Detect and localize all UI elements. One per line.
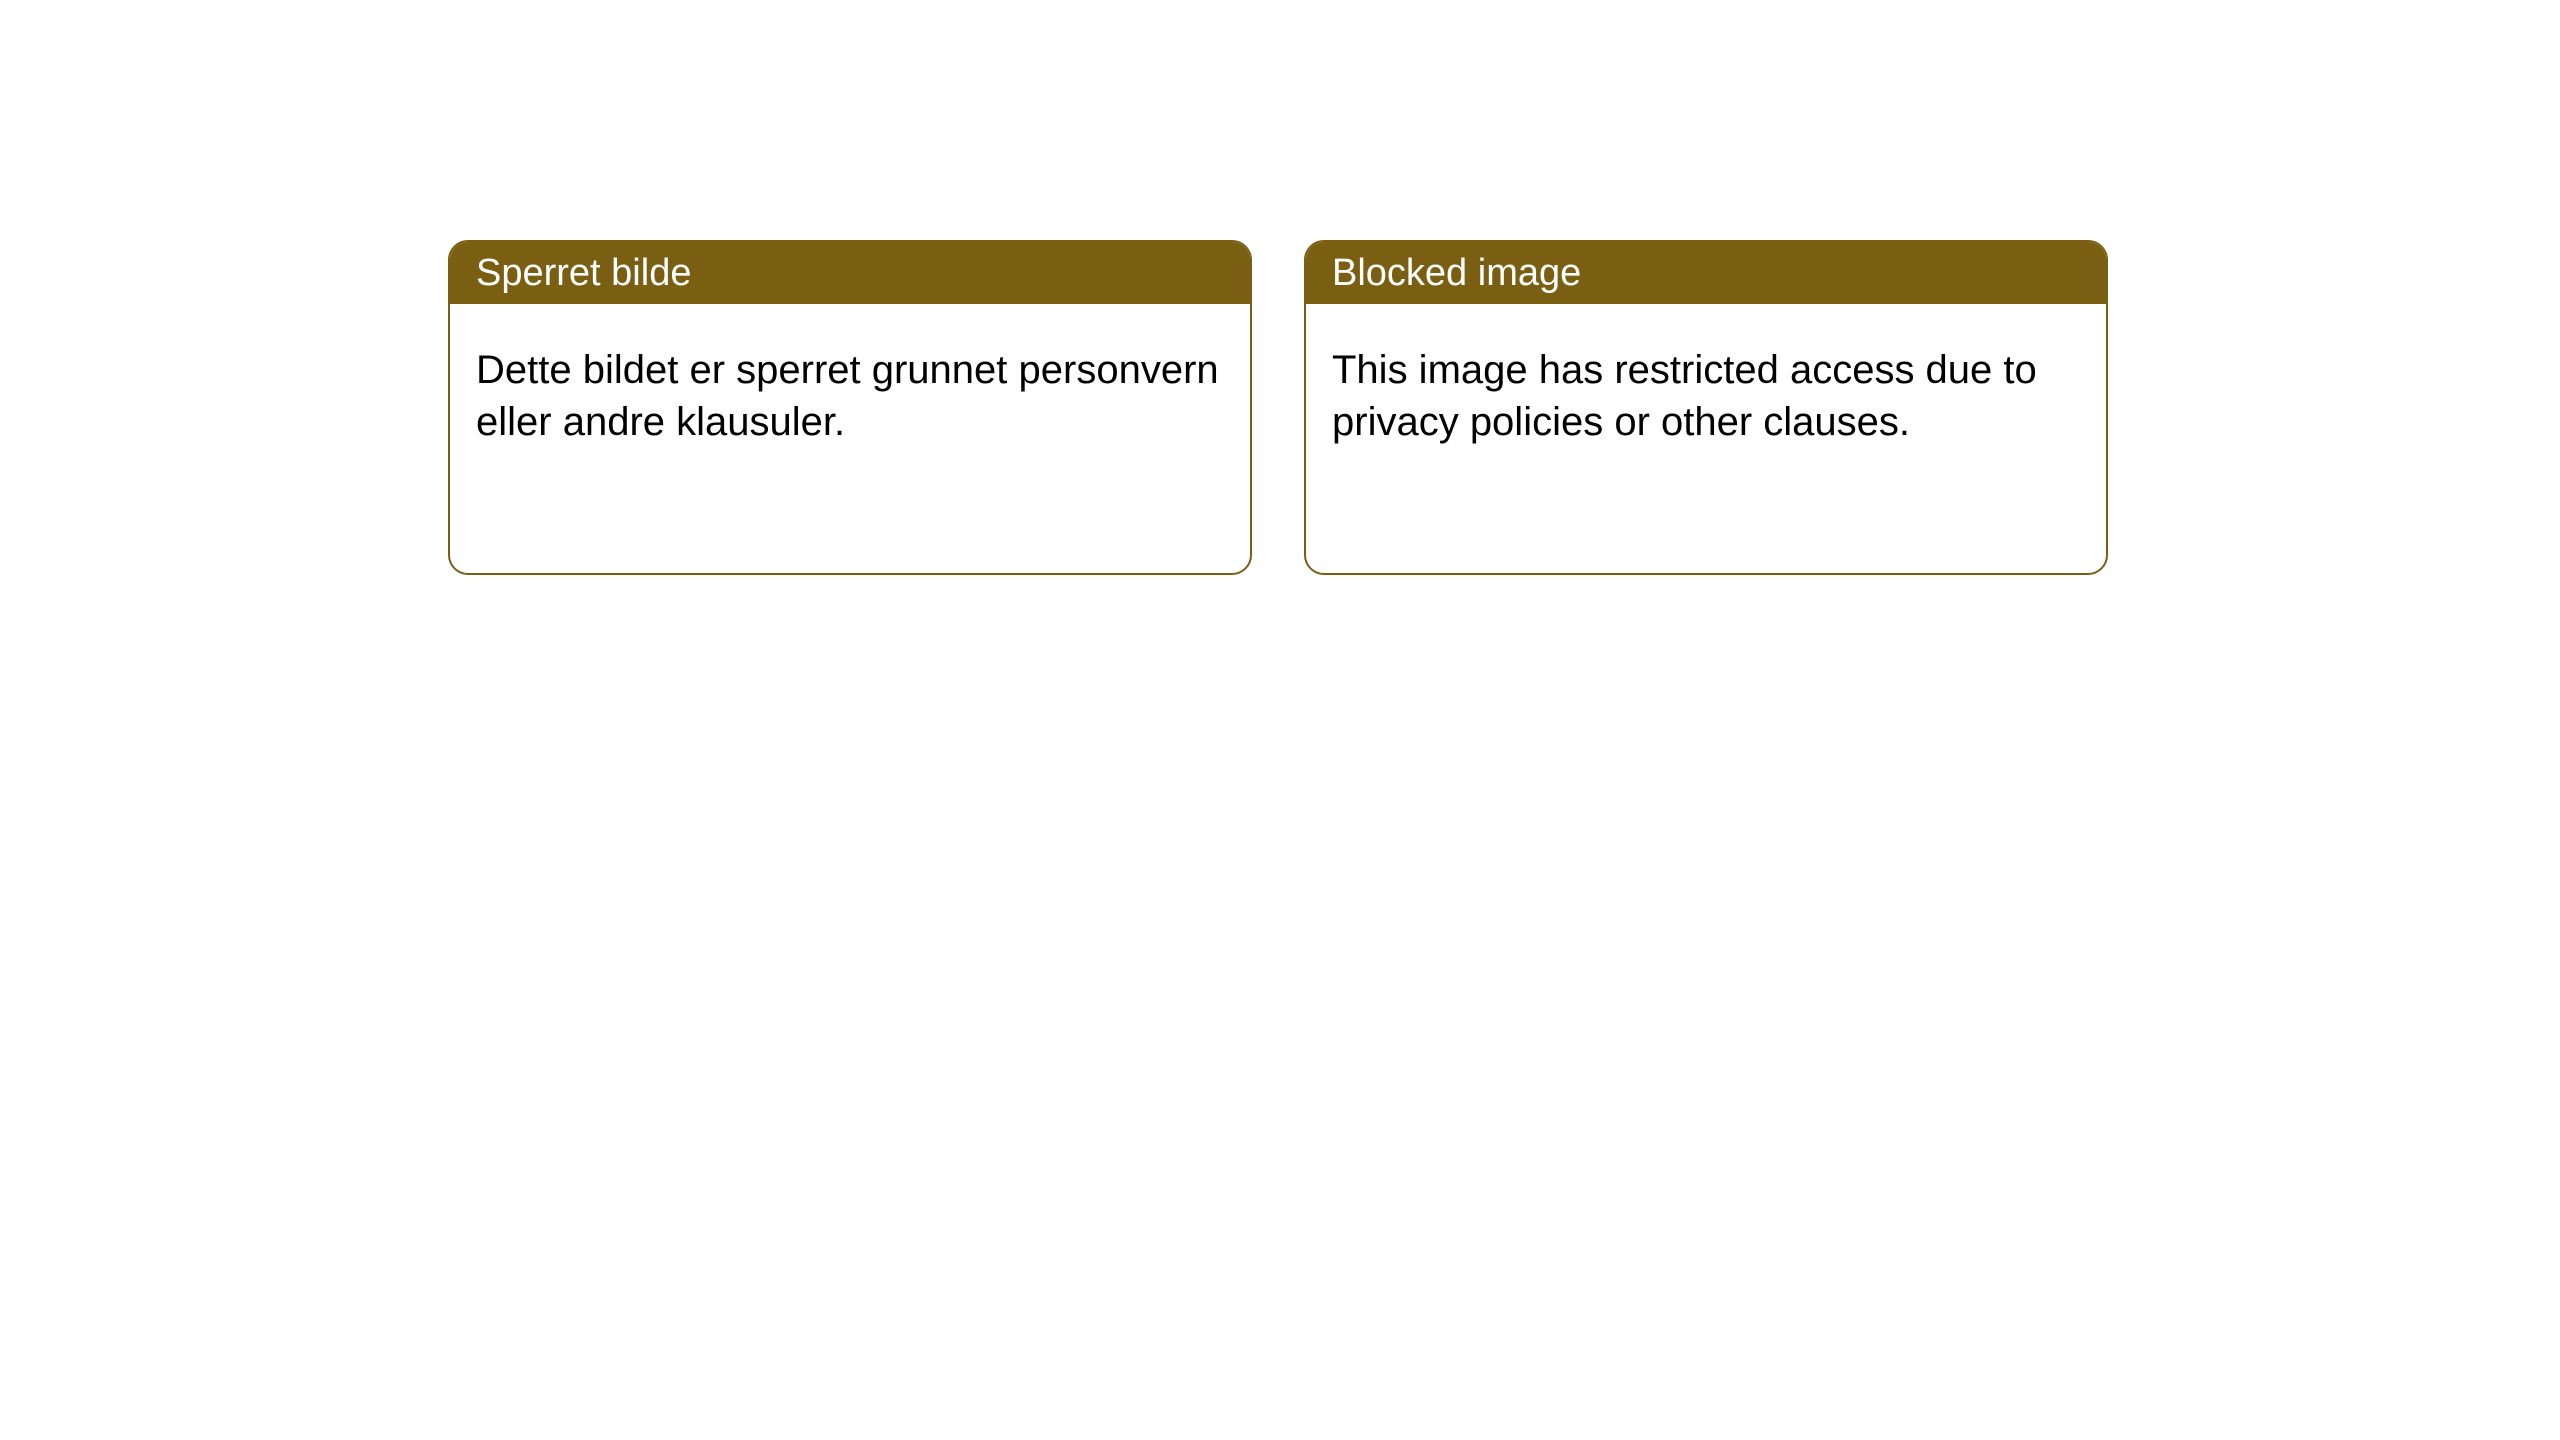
notice-container: Sperret bilde Dette bildet er sperret gr… [0, 0, 2560, 575]
blocked-image-card-en: Blocked image This image has restricted … [1304, 240, 2108, 575]
card-header: Sperret bilde [450, 242, 1250, 304]
card-body-text: Dette bildet er sperret grunnet personve… [476, 348, 1219, 444]
card-body: This image has restricted access due to … [1306, 304, 2106, 488]
card-title: Blocked image [1332, 252, 1581, 295]
card-body: Dette bildet er sperret grunnet personve… [450, 304, 1250, 488]
card-header: Blocked image [1306, 242, 2106, 304]
blocked-image-card-no: Sperret bilde Dette bildet er sperret gr… [448, 240, 1252, 575]
card-body-text: This image has restricted access due to … [1332, 348, 2037, 444]
card-title: Sperret bilde [476, 252, 691, 295]
